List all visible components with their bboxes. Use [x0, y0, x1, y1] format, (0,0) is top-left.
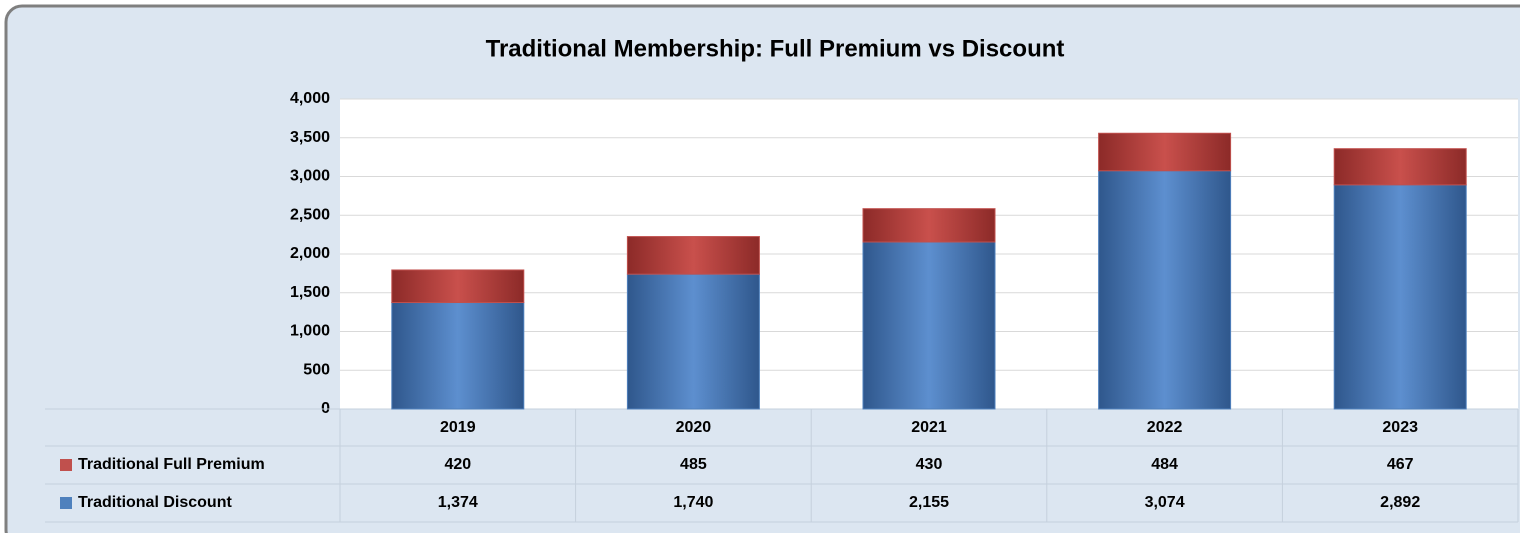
bar-segment: [1098, 132, 1232, 172]
table-value: 467: [1387, 456, 1414, 473]
x-tick-label: 2019: [440, 419, 476, 436]
table-value: 2,892: [1380, 494, 1420, 511]
y-tick-label: 2,000: [290, 245, 330, 262]
y-tick-label: 3,500: [290, 129, 330, 146]
table-value: 2,155: [909, 494, 949, 511]
table-value: 1,374: [438, 494, 478, 511]
legend-label: Traditional Discount: [78, 494, 232, 511]
table-value: 485: [680, 456, 707, 473]
x-tick-label: 2020: [676, 419, 712, 436]
y-tick-label: 1,500: [290, 284, 330, 301]
legend-swatch: [60, 497, 72, 509]
y-tick-label: 4,000: [290, 90, 330, 107]
x-tick-label: 2022: [1147, 419, 1183, 436]
table-value: 420: [444, 456, 471, 473]
bar-segment: [1333, 148, 1467, 186]
table-value: 3,074: [1145, 494, 1185, 511]
bar-segment: [391, 302, 525, 410]
bar-segment: [862, 241, 996, 410]
y-tick-label: 1,000: [290, 323, 330, 340]
chart-title: Traditional Membership: Full Premium vs …: [486, 35, 1065, 62]
table-value: 430: [916, 456, 943, 473]
bar-segment: [862, 208, 996, 243]
x-tick-label: 2023: [1382, 419, 1418, 436]
legend-label: Traditional Full Premium: [78, 456, 265, 473]
table-value: 484: [1151, 456, 1178, 473]
bar-segment: [1098, 170, 1232, 410]
legend-swatch: [60, 459, 72, 471]
bar-segment: [626, 273, 760, 410]
bar-segment: [626, 236, 760, 275]
y-tick-label: 2,500: [290, 206, 330, 223]
bar-segment: [391, 269, 525, 304]
y-tick-label: 3,000: [290, 168, 330, 185]
x-tick-label: 2021: [911, 419, 947, 436]
table-value: 1,740: [673, 494, 713, 511]
y-tick-label: 500: [303, 361, 330, 378]
bar-segment: [1333, 184, 1467, 410]
